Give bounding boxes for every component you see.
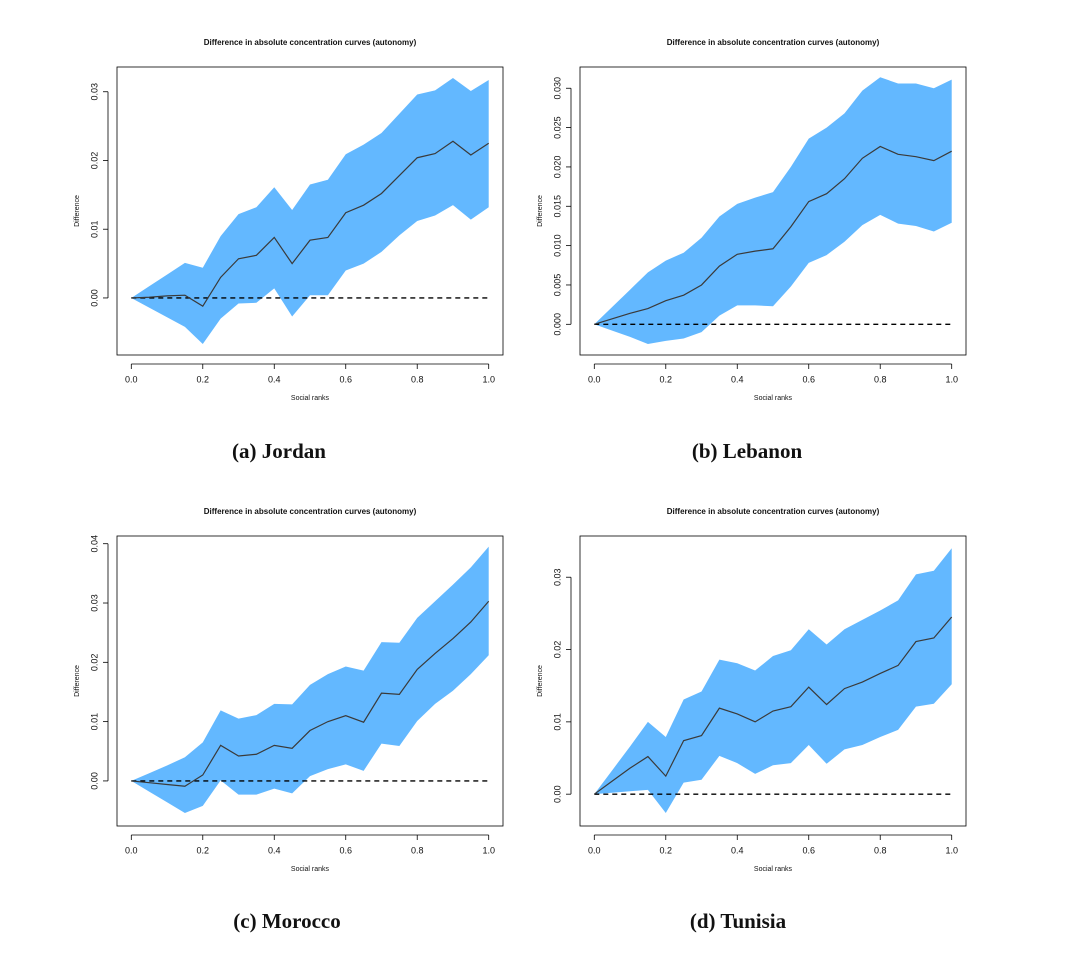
y-tick-label: 0.02: [552, 641, 562, 659]
y-axis-label: Difference: [537, 195, 544, 227]
x-axis-label: Social ranks: [291, 866, 330, 873]
x-tick-label: 1.0: [482, 845, 495, 855]
chart-title: Difference in absolute concentration cur…: [667, 38, 880, 47]
x-tick-label: 0.6: [339, 374, 352, 384]
y-tick-label: 0.010: [552, 234, 562, 257]
y-tick-label: 0.00: [552, 785, 562, 803]
y-tick-label: 0.005: [552, 274, 562, 297]
y-tick-label: 0.02: [89, 152, 99, 170]
plot-frame: [116, 535, 504, 827]
y-tick-label: 0.025: [552, 116, 562, 139]
x-tick-label: 0.6: [339, 845, 352, 855]
confidence-band: [131, 77, 489, 345]
x-tick-label: 0.2: [660, 845, 673, 855]
caption: (d) Tunisia: [690, 909, 787, 933]
x-tick-label: 0.6: [802, 845, 815, 855]
y-tick-label: 0.04: [89, 535, 99, 553]
x-tick-label: 1.0: [945, 845, 958, 855]
confidence-band: [594, 77, 952, 344]
y-tick-label: 0.020: [552, 156, 562, 179]
caption: (c) Morocco: [233, 909, 340, 933]
confidence-band: [131, 546, 489, 813]
y-tick-label: 0.02: [89, 654, 99, 672]
estimate-line: [131, 600, 490, 787]
x-tick-label: 0.2: [660, 374, 673, 384]
x-axis-label: Social ranks: [291, 395, 330, 402]
y-tick-label: 0.01: [552, 713, 562, 731]
caption: (a) Jordan: [232, 439, 326, 463]
y-tick-label: 0.03: [89, 594, 99, 612]
y-tick-label: 0.00: [89, 772, 99, 790]
y-tick-label: 0.03: [89, 83, 99, 101]
y-tick-label: 0.015: [552, 195, 562, 218]
x-tick-label: 0.4: [268, 374, 281, 384]
estimate-line: [594, 145, 952, 325]
x-tick-label: 0.8: [411, 374, 424, 384]
y-axis-label: Difference: [537, 665, 544, 697]
x-tick-label: 0.4: [268, 845, 281, 855]
y-axis-label: Difference: [74, 195, 81, 227]
y-tick-label: 0.01: [89, 220, 99, 238]
y-axis-label: Difference: [74, 665, 81, 697]
caption: (b) Lebanon: [692, 439, 803, 463]
x-tick-label: 1.0: [482, 374, 495, 384]
x-tick-label: 0.0: [125, 374, 138, 384]
plot-frame: [579, 66, 967, 356]
x-tick-label: 0.8: [411, 845, 424, 855]
x-tick-label: 0.6: [802, 374, 815, 384]
x-axis-label: Social ranks: [754, 866, 793, 873]
x-tick-label: 0.2: [197, 374, 210, 384]
estimate-line: [593, 616, 953, 795]
x-tick-label: 1.0: [945, 374, 958, 384]
x-tick-label: 0.8: [874, 845, 887, 855]
y-tick-label: 0.000: [552, 313, 562, 336]
confidence-band: [594, 548, 952, 813]
estimate-line: [131, 140, 490, 308]
y-tick-label: 0.030: [552, 77, 562, 100]
x-axis-label: Social ranks: [754, 395, 793, 402]
y-tick-label: 0.01: [89, 713, 99, 731]
chart-title: Difference in absolute concentration cur…: [204, 507, 417, 516]
x-tick-label: 0.0: [125, 845, 138, 855]
chart-title: Difference in absolute concentration cur…: [667, 507, 880, 516]
x-tick-label: 0.4: [731, 374, 744, 384]
x-tick-label: 0.4: [731, 845, 744, 855]
y-tick-label: 0.03: [552, 568, 562, 586]
y-tick-label: 0.00: [89, 289, 99, 307]
x-tick-label: 0.8: [874, 374, 887, 384]
plot-frame: [116, 66, 504, 356]
x-tick-label: 0.0: [588, 845, 601, 855]
plot-frame: [579, 535, 967, 827]
chart-title: Difference in absolute concentration cur…: [204, 38, 417, 47]
x-tick-label: 0.2: [197, 845, 210, 855]
x-tick-label: 0.0: [588, 374, 601, 384]
